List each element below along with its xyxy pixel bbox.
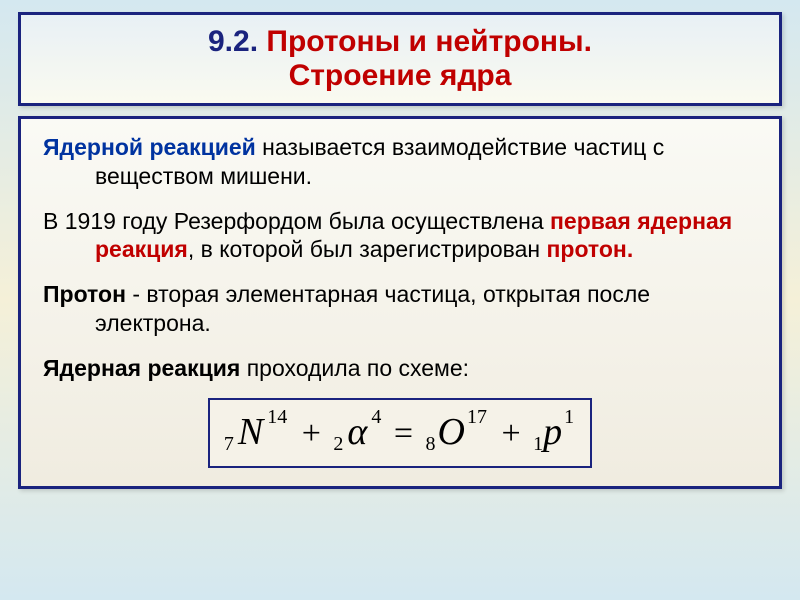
paragraph-4: Ядерная реакция проходила по схеме:	[43, 354, 757, 383]
base: α	[347, 411, 367, 453]
formula-container: 7 N 14 + 2 α 4 = 8 O 17 + 1 p 1	[43, 398, 757, 468]
sup: 1	[564, 406, 574, 429]
sub: 2	[333, 433, 343, 456]
op-plus-2: +	[501, 415, 520, 452]
sup: 14	[267, 406, 287, 429]
op-equals: =	[394, 415, 413, 452]
paragraph-1: Ядерной реакцией называется взаимодейств…	[43, 133, 757, 191]
sub: 8	[426, 433, 436, 456]
p3-rest: - вторая элементарная частица, открытая …	[95, 281, 650, 336]
sup: 4	[371, 406, 381, 429]
sub: 1	[533, 433, 543, 456]
base: N	[238, 411, 263, 453]
p2-b: , в которой был зарегистрирован	[188, 236, 547, 262]
formula-term-p: 1 p 1	[543, 410, 562, 454]
p4-bold: Ядерная реакция	[43, 355, 240, 381]
title-number: 9.2.	[208, 25, 258, 58]
content-box: Ядерной реакцией называется взаимодейств…	[18, 116, 782, 489]
title-text-1: Протоны и нейтроны.	[258, 25, 592, 58]
formula-term-N: 7 N 14	[238, 410, 263, 454]
paragraph-3: Протон - вторая элементарная частица, от…	[43, 280, 757, 338]
p2-red2: протон.	[547, 236, 634, 262]
base: O	[438, 411, 465, 453]
op-plus-1: +	[302, 415, 321, 452]
term-nuclear-reaction: Ядерной реакцией	[43, 134, 256, 160]
p4-rest: проходила по схеме:	[240, 355, 469, 381]
p2-a: В 1919 году Резерфордом была осуществлен…	[43, 208, 550, 234]
paragraph-2: В 1919 году Резерфордом была осуществлен…	[43, 207, 757, 265]
nuclear-reaction-formula: 7 N 14 + 2 α 4 = 8 O 17 + 1 p 1	[208, 398, 592, 468]
sub: 7	[224, 433, 234, 456]
p3-bold: Протон	[43, 281, 126, 307]
title-line2: Строение ядра	[41, 59, 759, 93]
formula-term-O: 8 O 17	[438, 410, 465, 454]
title-box: 9.2. Протоны и нейтроны. Строение ядра	[18, 12, 782, 106]
sup: 17	[467, 406, 487, 429]
base: p	[543, 411, 562, 453]
formula-term-alpha: 2 α 4	[347, 410, 367, 454]
title-line1: 9.2. Протоны и нейтроны.	[41, 25, 759, 59]
